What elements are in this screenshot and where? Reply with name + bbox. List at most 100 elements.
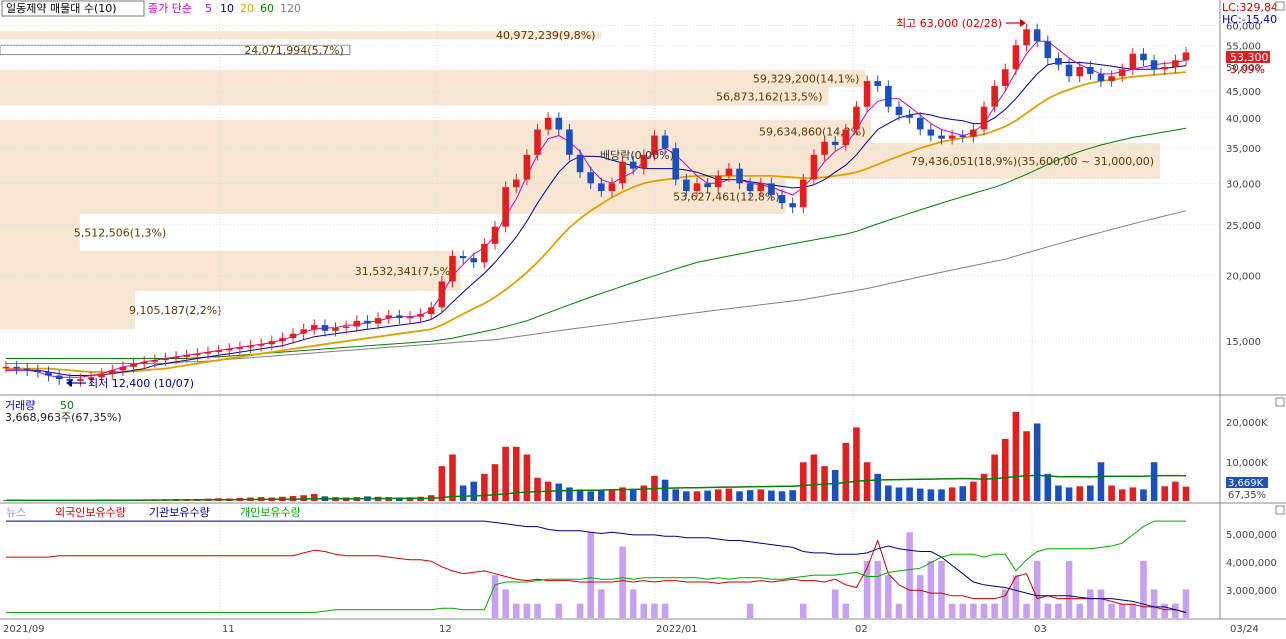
volume-bar <box>885 485 892 501</box>
candle-body <box>980 106 988 130</box>
price-panel-menu-icon[interactable] <box>1275 1 1285 11</box>
volume-bar <box>598 490 605 501</box>
news-bar <box>502 589 509 618</box>
volume-bar <box>629 489 637 501</box>
candle-body <box>23 368 31 371</box>
candle-body <box>810 154 818 180</box>
profile-label: 59,329,200(14,1%) <box>753 73 860 86</box>
candle-body <box>268 341 276 345</box>
candle-body <box>885 85 892 107</box>
candle-body <box>140 361 148 364</box>
news-bar <box>651 603 658 618</box>
volume-bar <box>459 485 467 501</box>
volume-bar <box>661 479 669 501</box>
volume-bar <box>725 488 733 501</box>
news-bar <box>661 603 669 618</box>
candle-body <box>300 329 307 334</box>
news-bar <box>1097 589 1105 618</box>
news-bar <box>927 560 935 618</box>
volume-panel-menu-icon[interactable] <box>1275 397 1285 407</box>
x-label-02: 02 <box>855 624 868 635</box>
holdings-tick-4m: 4,000,000 <box>1226 558 1277 569</box>
profile-label: 56,873,162(13,5%) <box>716 90 823 103</box>
volume-bar <box>1150 462 1158 501</box>
volume-bar <box>310 494 318 501</box>
candle-body <box>119 366 127 371</box>
profile-bar <box>0 31 602 40</box>
candle-body <box>938 135 945 139</box>
news-bar <box>1172 603 1179 618</box>
last-price-tag-bg <box>1226 51 1270 63</box>
low-arrow-head <box>66 379 72 387</box>
candles <box>2 23 1190 387</box>
news-bar <box>874 560 882 618</box>
candle-body <box>991 85 998 107</box>
volume-bar <box>406 497 414 501</box>
candle-body <box>1129 53 1137 70</box>
candle-body <box>151 360 159 362</box>
volume-bar <box>800 462 807 501</box>
ma-type-label: 종가 단순 <box>148 2 192 15</box>
ma-10-label: 10 <box>220 2 234 15</box>
ma-5-label: 5 <box>205 2 212 15</box>
candle-body <box>215 350 222 353</box>
volume-bar <box>1172 481 1179 501</box>
volume-bar <box>438 466 446 501</box>
candle-body <box>194 353 201 356</box>
news-bar <box>1087 589 1094 618</box>
volume-bar <box>640 485 648 501</box>
candle-body <box>736 168 743 184</box>
volume-bar <box>895 487 903 501</box>
candle-body <box>1055 58 1062 65</box>
volume-title: 거래량 <box>5 399 35 412</box>
stock-name-box[interactable] <box>1 0 145 17</box>
profile-label: 59,634,860(14,2%) <box>759 126 866 139</box>
candle-body <box>459 256 467 259</box>
candle-body <box>77 379 84 381</box>
candle-body <box>321 325 329 331</box>
candle-body <box>916 117 924 130</box>
news-bar <box>1129 603 1137 618</box>
candle-body <box>725 168 733 176</box>
news-bar <box>1161 603 1169 618</box>
volume-bar <box>1044 473 1052 501</box>
news-bar <box>1023 603 1030 618</box>
volume-bar <box>523 454 531 501</box>
price-tick-label: 45,000 <box>1226 87 1261 98</box>
candle-body <box>778 195 786 204</box>
volume-bar <box>810 454 818 501</box>
volume-bar <box>831 470 839 501</box>
candle-body <box>842 129 850 145</box>
price-tick-label: 30,000 <box>1226 179 1261 190</box>
volume-bar <box>938 489 945 501</box>
candle-body <box>651 135 658 155</box>
candle-body <box>566 129 573 155</box>
candle-body <box>714 175 722 188</box>
profile-label: 53,627,461(12,8%) <box>673 190 780 203</box>
holdings-panel-menu-icon[interactable] <box>1275 505 1285 515</box>
volume-bar <box>991 454 998 501</box>
candle-body <box>1076 66 1083 77</box>
volume-bar <box>693 491 701 501</box>
individual-holdings-line <box>6 520 1186 613</box>
candle-body <box>587 172 594 184</box>
candle-body <box>661 135 669 149</box>
news-bar <box>1055 603 1062 618</box>
price-tick-label: 40,000 <box>1226 114 1261 125</box>
candle-body <box>87 377 95 380</box>
institution-holdings-line <box>6 520 1187 613</box>
candle-body <box>162 358 169 361</box>
volume-bar <box>863 462 871 501</box>
candle-body <box>1023 29 1030 46</box>
volume-bar <box>736 491 743 501</box>
profile-label: 9,105,187(2,2%) <box>129 304 222 317</box>
candle-body <box>800 179 807 208</box>
ma-120-line <box>6 210 1187 364</box>
candle-body <box>970 129 977 137</box>
volume-bar <box>1129 487 1137 501</box>
volume-bar <box>481 473 488 501</box>
news-bar <box>959 603 967 618</box>
candle-body <box>629 161 637 169</box>
candle-body <box>364 320 371 324</box>
